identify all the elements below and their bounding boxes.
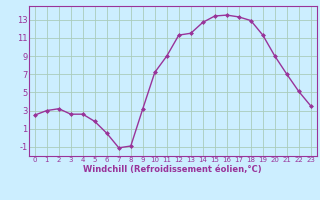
X-axis label: Windchill (Refroidissement éolien,°C): Windchill (Refroidissement éolien,°C) [84, 165, 262, 174]
